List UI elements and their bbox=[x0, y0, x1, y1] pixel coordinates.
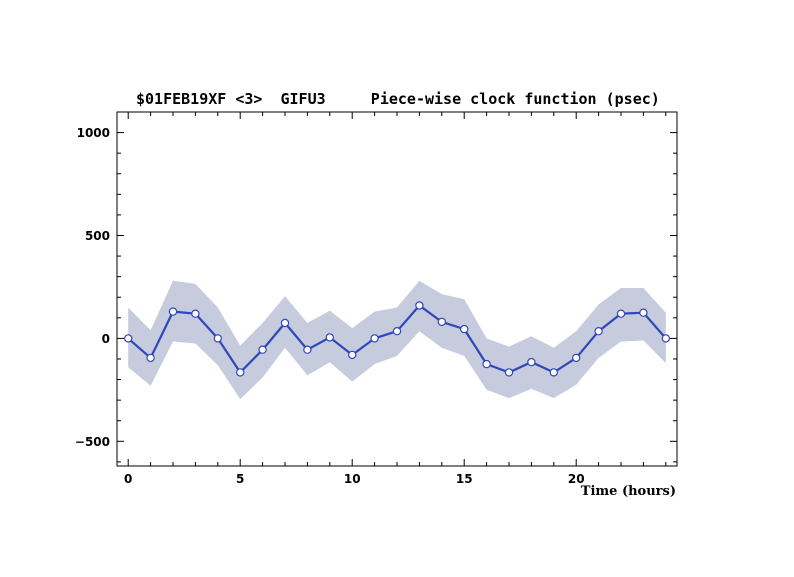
x-tick-label: 10 bbox=[344, 472, 361, 486]
data-point bbox=[258, 345, 267, 354]
data-point bbox=[594, 327, 603, 336]
uncertainty-band-layer bbox=[128, 280, 666, 400]
data-point bbox=[415, 301, 424, 310]
data-point bbox=[168, 307, 178, 316]
data-point bbox=[235, 368, 245, 377]
data-point bbox=[303, 345, 312, 354]
data-point bbox=[123, 334, 133, 343]
y-tick-label: 500 bbox=[85, 229, 110, 243]
x-axis-label: Time (hours) bbox=[581, 484, 676, 499]
x-tick-label: 15 bbox=[456, 472, 473, 486]
data-point bbox=[213, 334, 222, 343]
y-tick-label: −500 bbox=[75, 435, 110, 449]
data-point bbox=[280, 318, 290, 328]
x-tick-label: 20 bbox=[568, 472, 585, 486]
data-point bbox=[392, 327, 402, 336]
chart-title: $01FEB19XF <3> GIFU3 Piece-wise clock fu… bbox=[136, 90, 660, 108]
data-point bbox=[325, 333, 334, 342]
data-point bbox=[549, 368, 559, 377]
data-point bbox=[504, 368, 514, 377]
plot-frame bbox=[116, 111, 678, 467]
data-point bbox=[572, 353, 581, 363]
data-point bbox=[437, 317, 446, 327]
y-tick-label: 0 bbox=[102, 332, 110, 346]
data-point bbox=[616, 309, 626, 318]
data-point-layer bbox=[123, 301, 671, 377]
tick-labels: 0 5 10 15 20 −500 0 500 1000 bbox=[75, 126, 585, 486]
uncertainty-band bbox=[128, 280, 666, 400]
data-point bbox=[527, 357, 536, 367]
data-point bbox=[146, 353, 155, 363]
x-tick-label: 5 bbox=[236, 472, 244, 486]
data-point bbox=[661, 334, 671, 343]
data-point bbox=[348, 350, 357, 360]
data-point bbox=[639, 308, 648, 317]
data-point bbox=[460, 324, 469, 334]
y-tick-label: 1000 bbox=[77, 126, 110, 140]
data-point bbox=[482, 359, 491, 369]
data-point bbox=[370, 334, 379, 343]
axis-ticks bbox=[117, 112, 677, 466]
data-point bbox=[191, 309, 200, 318]
x-tick-label: 0 bbox=[124, 472, 132, 486]
